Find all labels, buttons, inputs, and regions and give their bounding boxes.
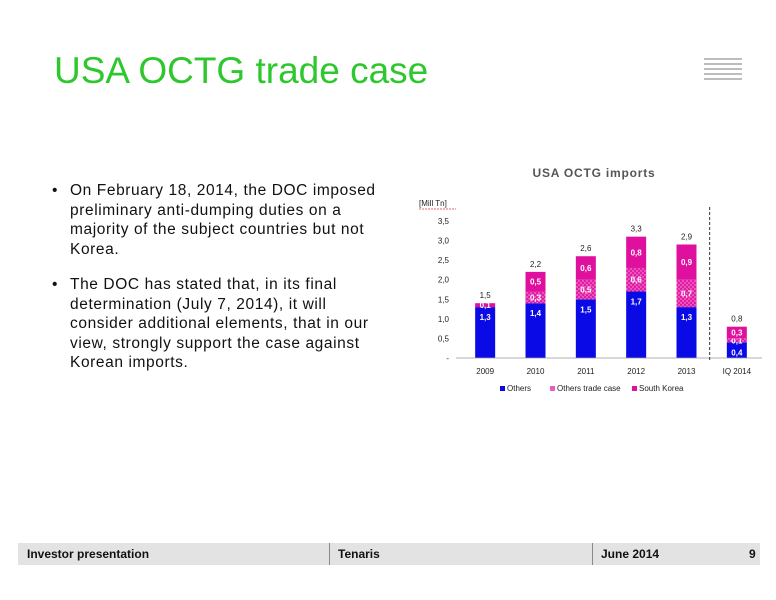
bullet-item: • The DOC has stated that, in its final … [52, 275, 382, 373]
data-label: 0,3 [530, 293, 542, 302]
data-label: 1,7 [631, 297, 643, 306]
x-tick-label: IQ 2014 [723, 367, 752, 376]
bullet-item: • On February 18, 2014, the DOC imposed … [52, 181, 382, 259]
slide-title: USA OCTG trade case [54, 50, 429, 91]
y-tick-label: 1,5 [438, 295, 450, 304]
total-label: 3,3 [631, 225, 643, 234]
bullet-text: On February 18, 2014, the DOC imposed pr… [70, 182, 376, 258]
imports-chart-svg: USA OCTG imports [Mill Tn] - 0,5 1,0 1,5 2,0… [419, 166, 762, 393]
data-label: 0,6 [631, 276, 643, 285]
bar-segment [676, 244, 697, 280]
y-axis: - 0,5 1,0 1,5 2,0 2,5 3,0 3,5 [438, 217, 450, 363]
bar-segment [525, 291, 546, 304]
bar-segment [626, 291, 647, 358]
y-tick-label: 0,5 [438, 334, 450, 343]
legend-swatch [632, 386, 637, 391]
data-label: 1,3 [480, 313, 492, 322]
chart-title: USA OCTG imports [532, 166, 655, 180]
bar-segment [676, 279, 697, 308]
logo-stripes-icon [704, 58, 742, 86]
bar-segment [676, 307, 697, 358]
bar-segment [626, 236, 647, 268]
y-tick-label: - [446, 354, 449, 363]
x-tick-label: 2009 [476, 367, 494, 376]
bar-segment [726, 342, 747, 358]
data-label: 1,4 [530, 309, 542, 318]
y-tick-label: 3,0 [438, 237, 450, 246]
footer-date-text: June 2014 [601, 547, 660, 561]
footer-page-number: 9 [749, 547, 756, 561]
legend-label: Others [507, 384, 531, 393]
total-label: 1,5 [480, 291, 492, 300]
bar-segment [575, 256, 596, 280]
chart-unit-label: [Mill Tn] [419, 199, 447, 208]
bar-segment [575, 299, 596, 358]
data-label: 0,9 [681, 258, 693, 267]
bullet-dot-icon: • [52, 182, 59, 199]
x-tick-label: 2013 [678, 367, 696, 376]
data-label: 1,5 [580, 305, 592, 314]
data-label: 0,6 [580, 264, 592, 273]
bar-segment [475, 307, 496, 358]
bullet-dot-icon: • [52, 276, 59, 293]
footer-bar: Investor presentation Tenaris June 2014 … [18, 543, 760, 565]
bar-segment [525, 303, 546, 358]
bar-segment [525, 271, 546, 292]
data-label: 0,8 [631, 248, 643, 257]
x-tick-label: 2012 [627, 367, 645, 376]
footer-divider [592, 543, 593, 565]
y-tick-label: 2,5 [438, 256, 450, 265]
footer-left-text: Investor presentation [27, 547, 150, 561]
bullet-list: • On February 18, 2014, the DOC imposed … [52, 181, 382, 389]
bars: 1,30,11,51,40,30,52,21,50,50,62,61,70,60… [475, 225, 747, 358]
x-tick-label: 2011 [577, 367, 595, 376]
data-label: 0,4 [731, 348, 743, 357]
data-label: 0,5 [530, 278, 542, 287]
bar-segment [575, 279, 596, 300]
data-label: 0,1 [480, 301, 492, 310]
y-tick-label: 3,5 [438, 217, 450, 226]
legend: Others Others trade case South Korea [500, 384, 684, 393]
bar-segment [626, 267, 647, 292]
data-label: 0,3 [731, 329, 743, 338]
total-label: 0,8 [731, 315, 743, 324]
legend-swatch [550, 386, 555, 391]
total-label: 2,2 [530, 260, 542, 269]
total-label: 2,6 [580, 244, 592, 253]
bullet-text: The DOC has stated that, in its final de… [70, 276, 369, 371]
imports-chart: USA OCTG imports [Mill Tn] - 0,5 1,0 1,5 2,0… [410, 160, 776, 400]
bar-segment [726, 338, 747, 343]
data-label: 0,7 [681, 289, 693, 298]
y-tick-label: 2,0 [438, 276, 450, 285]
legend-swatch [500, 386, 505, 391]
data-label: 0,1 [731, 336, 743, 345]
total-label: 2,9 [681, 232, 693, 241]
footer-divider [329, 543, 330, 565]
legend-label: South Korea [639, 384, 684, 393]
bar-segment [726, 326, 747, 339]
x-tick-label: 2010 [527, 367, 545, 376]
data-label: 0,5 [580, 286, 592, 295]
footer-center-text: Tenaris [338, 547, 380, 561]
legend-label: Others trade case [557, 384, 621, 393]
data-label: 1,3 [681, 313, 693, 322]
x-axis: 2009 2010 2011 2012 2013 IQ 2014 [456, 357, 762, 376]
y-tick-label: 1,0 [438, 315, 450, 324]
bar-segment [475, 303, 496, 308]
